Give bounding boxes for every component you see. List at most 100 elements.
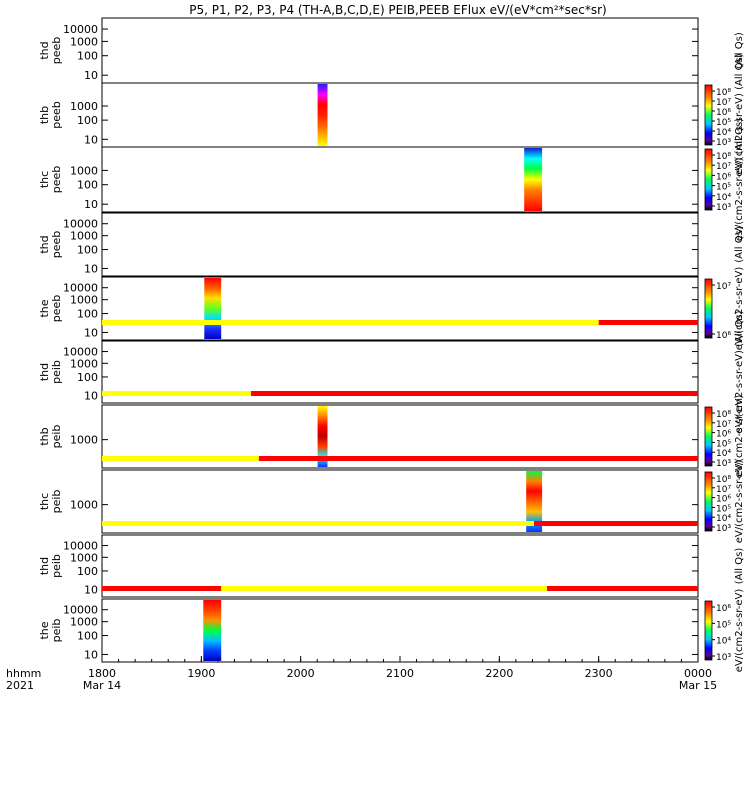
x-corner-label-hhmm: hhmm <box>6 667 41 680</box>
status-segment <box>534 521 698 526</box>
panel-label-probe: thd <box>38 363 51 381</box>
ytick-label: 1000 <box>70 164 98 177</box>
panel-label-probe: thc <box>38 493 51 510</box>
colorbar-label: eV/(cm2-s-sr-eV) <box>734 395 745 479</box>
colorbar-tick-label: 10⁴ <box>716 193 731 203</box>
panel-label-probe: thb <box>38 106 51 124</box>
ytick-label: 10000 <box>63 282 98 295</box>
panel-label: the peeb <box>38 295 63 323</box>
panel-label: thc peeb <box>38 166 63 194</box>
colorbar <box>704 84 713 146</box>
panel-label: thc peib <box>38 490 63 514</box>
colorbar-label: eV/(cm2-s-sr-eV) <box>734 267 745 351</box>
status-segment <box>251 391 698 396</box>
ytick-label: 1000 <box>70 35 98 48</box>
colorbar-tick-label: 10⁵ <box>716 620 731 630</box>
burst-thc-peib <box>526 471 543 532</box>
panel-label-probe: thd <box>38 557 51 575</box>
ytick-label: 10000 <box>63 346 98 359</box>
colorbar-tick-label: 10⁶ <box>716 495 731 505</box>
colorbar-tick-label: 10³ <box>716 203 731 213</box>
status-bar <box>102 521 698 526</box>
ytick-label: 1000 <box>70 357 98 370</box>
x-corner-label-year: 2021 <box>6 679 34 692</box>
colorbar-tick-label: 10⁴ <box>716 449 731 459</box>
xtick-label: 2200 <box>485 667 513 680</box>
colorbar <box>704 406 713 467</box>
colorbar-tick-label: 10⁵ <box>716 439 731 449</box>
colorbar-tick-label: 10³ <box>716 524 731 534</box>
ytick-label: 10000 <box>63 218 98 231</box>
panel-label-product: peeb <box>50 37 63 65</box>
burst-the-peib <box>203 600 222 661</box>
ytick-label: 100 <box>77 630 98 643</box>
panel-frame <box>101 598 699 663</box>
ytick-label: 1000 <box>70 294 98 307</box>
panel-frame <box>101 276 699 341</box>
colorbar-tick-label: 10⁵ <box>716 183 731 193</box>
panel-label-probe: thc <box>38 171 51 188</box>
colorbar-label: (All Qs) <box>734 32 745 69</box>
colorbar-tick-label: 10⁷ <box>716 162 731 172</box>
status-bar <box>102 456 698 461</box>
colorbar-tick-label: 10⁵ <box>716 118 731 128</box>
colorbar-label: eV/(cm2-s-sr-eV) (All Qs) <box>734 118 745 241</box>
ytick-label: 10000 <box>63 23 98 36</box>
panel-label: thd peeb <box>38 37 63 65</box>
panel-label-product: peib <box>50 490 63 514</box>
colorbar-tick-label: 10⁴ <box>716 128 731 138</box>
colorbar-tick-label: 10³ <box>716 459 731 469</box>
panel-label: the peib <box>38 619 63 643</box>
status-bar <box>102 320 698 325</box>
status-segment <box>598 320 698 325</box>
xtick-label: 0000 <box>684 667 712 680</box>
panel-label-product: peib <box>50 619 63 643</box>
panel-label: thb peeb <box>38 101 63 129</box>
ytick-label: 100 <box>77 308 98 321</box>
panel-label: thd peib <box>38 360 63 384</box>
colorbar-tick-label: 10⁶ <box>716 430 731 440</box>
colorbar-tick-label: 10⁶ <box>716 108 731 118</box>
colorbar-tick-label: 10⁸ <box>716 410 731 420</box>
xtick-label: 1800 <box>88 667 116 680</box>
colorbar-label: eV/(cm2-s-sr-eV) <box>734 460 745 544</box>
colorbar-tick-label: 10⁷ <box>716 420 731 430</box>
xtick-date: Mar 14 <box>83 679 121 692</box>
panel-label-product: peeb <box>50 166 63 194</box>
colorbar-label: eV/(cm2-s-sr-eV) <box>734 589 745 673</box>
colorbar-tick-label: 10⁶ <box>716 604 731 614</box>
status-segment <box>221 586 547 591</box>
panel-label-product: peib <box>50 360 63 384</box>
colorbar-label: (All Qs) <box>734 548 745 585</box>
status-segment <box>102 521 535 526</box>
status-segment <box>258 456 698 461</box>
ytick-label: 100 <box>77 244 98 257</box>
panel-label-product: peeb <box>50 295 63 323</box>
ytick-label: 10 <box>84 69 98 82</box>
panel-label-probe: the <box>38 621 51 639</box>
ytick-label: 10 <box>84 262 98 275</box>
panel-label-product: peeb <box>50 101 63 129</box>
panel-label-probe: thb <box>38 427 51 445</box>
status-segment <box>547 586 698 591</box>
ytick-label: 100 <box>77 179 98 192</box>
panel-label-product: peeb <box>50 231 63 259</box>
colorbar-tick-label: 10⁸ <box>716 152 731 162</box>
colorbar-tick-label: 10⁷ <box>716 98 731 108</box>
status-segment <box>102 391 251 396</box>
ytick-label: 100 <box>77 114 98 127</box>
ytick-label: 1000 <box>70 230 98 243</box>
panel-label-probe: the <box>38 299 51 317</box>
ytick-label: 1000 <box>70 100 98 113</box>
colorbar-tick-label: 10⁵ <box>716 504 731 514</box>
status-segment <box>102 586 222 591</box>
ytick-label: 1000 <box>70 551 98 564</box>
ytick-label: 100 <box>77 371 98 384</box>
ytick-label: 10 <box>84 326 98 339</box>
panel-frame <box>101 17 699 84</box>
